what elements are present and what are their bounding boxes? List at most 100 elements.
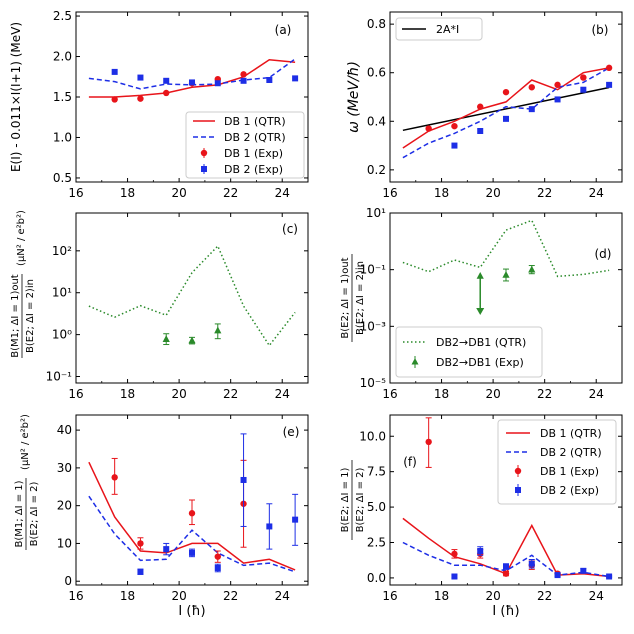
x-tick-label: 16 <box>382 387 397 401</box>
series-line <box>402 86 610 132</box>
upper-limit-arrowhead <box>476 308 485 316</box>
data-point <box>162 335 170 342</box>
data-point <box>137 540 144 547</box>
data-point <box>477 548 484 554</box>
series-line <box>402 67 610 159</box>
y-axis-label: ω (MeV/ħ) <box>346 61 362 133</box>
y-tick-label: 2.5 <box>53 9 72 23</box>
data-point <box>240 77 247 84</box>
y-axis-denominator: B(E2; ΔI = 2) <box>355 468 366 533</box>
data-point <box>163 89 170 97</box>
x-tick-label: 16 <box>382 589 397 603</box>
legend-label: DB 2 (Exp) <box>224 163 283 176</box>
x-tick-label: 16 <box>68 589 83 603</box>
x-tick-label: 16 <box>382 186 397 200</box>
data-point <box>528 560 535 567</box>
data-point <box>425 438 432 446</box>
x-tick-label: 18 <box>120 589 135 603</box>
plot-frame <box>389 11 623 183</box>
y-tick-label: 2.0 <box>53 50 72 64</box>
data-point <box>188 510 196 517</box>
panel-d: (d) B(E2; ΔI = 1)out B(E2; ΔI = 2)in 16 1… <box>340 206 623 401</box>
data-point <box>503 563 509 570</box>
y-tick-label: 0.2 <box>367 163 386 177</box>
plot-frame <box>75 212 309 384</box>
y-tick-label: 10 <box>57 536 72 550</box>
y-tick-label: 40 <box>57 423 72 437</box>
data-point <box>502 570 510 577</box>
y-axis-units: (μN² / e²b²) <box>20 414 31 470</box>
data-point <box>580 74 587 81</box>
y-tick-label: 0.6 <box>367 66 386 80</box>
y-axis-units: (μN² / e²b²) <box>16 210 27 266</box>
y-tick-label: 10¹ <box>52 286 72 300</box>
panel-c: (c) B(M1; ΔI = 1)out B(E2; ΔI = 2)in (μN… <box>10 210 309 401</box>
data-point <box>580 567 587 574</box>
data-point <box>214 565 221 571</box>
panel-b: (b) ω (MeV/ħ) 16 18 20 22 24 0.2 0.4 0.6 0.8 2A*… <box>346 11 623 200</box>
plot-frame <box>75 414 309 586</box>
data-point <box>163 77 170 84</box>
y-tick-label: 0 <box>64 574 72 588</box>
series-line <box>402 219 610 278</box>
series-line <box>88 495 296 573</box>
x-tick-label: 24 <box>275 589 290 603</box>
y-tick-label: 1.0 <box>53 130 72 144</box>
data-point <box>605 64 613 72</box>
x-tick-label: 18 <box>434 186 449 200</box>
panel-label: (e) <box>283 425 300 439</box>
legend-label: DB 2 (QTR) <box>224 131 286 144</box>
y-tick-label: 10⁻¹ <box>46 370 73 384</box>
x-tick-label: 22 <box>223 589 238 603</box>
data-point <box>163 546 170 553</box>
x-tick-label: 18 <box>120 186 135 200</box>
x-tick-label: 22 <box>223 387 238 401</box>
y-axis-label: B(M1; ΔI = 1)out B(E2; ΔI = 2)in (μN² / … <box>10 210 36 358</box>
y-tick-label: 10⁻⁵ <box>360 376 387 390</box>
data-point <box>528 84 535 91</box>
y-axis-numerator: B(E2; ΔI = 1) <box>340 468 351 533</box>
data-point <box>266 77 273 83</box>
data-point <box>240 476 247 483</box>
legend-label: DB 2 (QTR) <box>540 446 602 459</box>
data-point <box>554 96 561 103</box>
legend-label: DB 1 (QTR) <box>224 115 286 128</box>
y-tick-label: 0.0 <box>367 571 386 585</box>
panel-e: (e) B(M1; ΔI = 1) B(E2; ΔI = 2) (μN² / e… <box>14 414 309 619</box>
x-tick-label: 16 <box>68 186 83 200</box>
x-tick-label: 18 <box>434 387 449 401</box>
y-axis-numerator: B(E2; ΔI = 1)out <box>340 257 351 338</box>
y-tick-label: 0.8 <box>367 17 386 31</box>
data-point <box>111 68 118 75</box>
plot-frame <box>389 212 623 384</box>
y-axis-label: B(E2; ΔI = 1)out B(E2; ΔI = 2)in <box>340 254 366 342</box>
panel-label: (f) <box>403 455 417 469</box>
data-point <box>425 125 432 132</box>
data-point <box>606 573 613 580</box>
data-point <box>528 106 535 113</box>
data-point <box>214 553 221 560</box>
x-tick-label: 18 <box>434 589 449 603</box>
legend: 2A*I <box>395 17 483 41</box>
x-tick-label: 20 <box>171 589 186 603</box>
x-tick-label: 20 <box>171 186 186 200</box>
x-axis-label: I (ħ) <box>492 604 519 619</box>
data-point <box>451 573 458 580</box>
data-point <box>111 474 118 481</box>
legend-label: DB2→DB1 (Exp) <box>436 356 524 369</box>
data-point <box>188 336 196 344</box>
y-tick-label: 0.4 <box>367 114 386 128</box>
x-tick-label: 22 <box>223 186 238 200</box>
y-axis-numerator: B(M1; ΔI = 1)out <box>10 274 21 358</box>
data-point <box>476 271 484 279</box>
y-axis-denominator: B(E2; ΔI = 2) <box>29 482 40 547</box>
data-point <box>528 265 536 273</box>
x-tick-label: 20 <box>485 387 500 401</box>
data-point <box>292 75 299 82</box>
data-point <box>451 550 458 558</box>
x-tick-label: 18 <box>120 387 135 401</box>
x-tick-label: 24 <box>275 387 290 401</box>
y-tick-label: 30 <box>57 461 72 475</box>
legend-label: DB 1 (QTR) <box>540 427 602 440</box>
data-point <box>240 71 247 78</box>
